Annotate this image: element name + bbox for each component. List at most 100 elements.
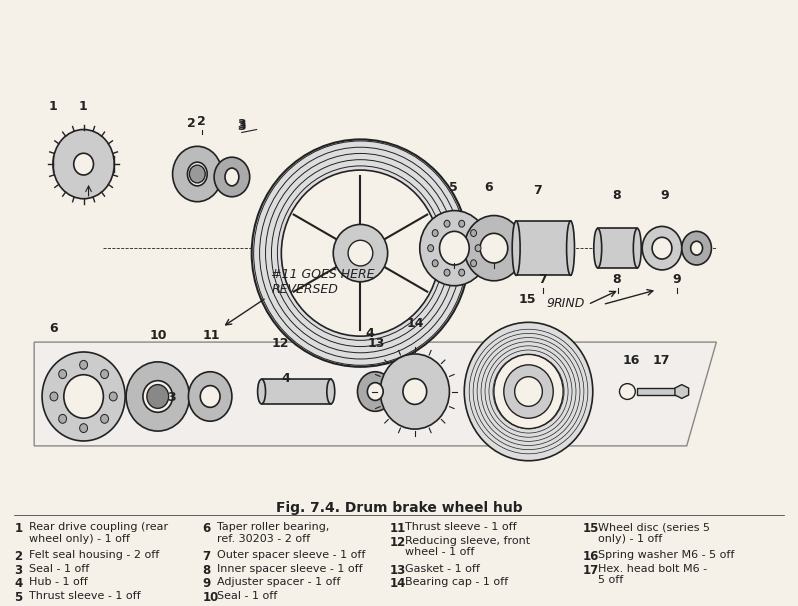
Ellipse shape xyxy=(444,269,450,276)
Bar xyxy=(598,228,638,268)
Ellipse shape xyxy=(80,424,88,433)
Ellipse shape xyxy=(459,269,464,276)
Text: 17: 17 xyxy=(583,564,599,576)
Text: 9: 9 xyxy=(672,273,681,286)
Ellipse shape xyxy=(681,231,712,265)
Text: 12: 12 xyxy=(390,536,406,549)
Text: 6: 6 xyxy=(49,322,57,335)
Ellipse shape xyxy=(440,231,469,265)
Ellipse shape xyxy=(251,139,469,367)
Text: Seal - 1 off: Seal - 1 off xyxy=(217,591,278,601)
Text: 17: 17 xyxy=(652,354,670,367)
Ellipse shape xyxy=(101,415,109,424)
Text: 9: 9 xyxy=(547,298,555,310)
Text: 2: 2 xyxy=(197,115,206,128)
Ellipse shape xyxy=(189,165,205,183)
Text: 9: 9 xyxy=(660,188,669,202)
Ellipse shape xyxy=(59,415,66,424)
Bar xyxy=(638,388,687,396)
Ellipse shape xyxy=(188,371,232,421)
Text: 8: 8 xyxy=(613,273,621,286)
Text: 6: 6 xyxy=(484,181,492,194)
Ellipse shape xyxy=(214,157,250,197)
Text: 15: 15 xyxy=(519,293,536,305)
Ellipse shape xyxy=(494,355,563,428)
Text: 4: 4 xyxy=(282,371,290,385)
Ellipse shape xyxy=(143,381,172,412)
Ellipse shape xyxy=(334,224,388,282)
Ellipse shape xyxy=(188,162,207,186)
Ellipse shape xyxy=(464,216,523,281)
Text: 6: 6 xyxy=(202,522,211,535)
Text: 14: 14 xyxy=(390,578,406,590)
Ellipse shape xyxy=(480,233,508,263)
Text: Hex. head bolt M6 -
5 off: Hex. head bolt M6 - 5 off xyxy=(598,564,707,585)
Ellipse shape xyxy=(358,371,393,411)
Ellipse shape xyxy=(172,146,222,202)
Polygon shape xyxy=(675,385,689,399)
Ellipse shape xyxy=(464,322,593,461)
Text: Gasket - 1 off: Gasket - 1 off xyxy=(405,564,480,573)
Text: 7: 7 xyxy=(534,184,542,197)
Ellipse shape xyxy=(652,238,672,259)
Text: 13: 13 xyxy=(367,337,385,350)
Text: 5: 5 xyxy=(449,248,458,261)
Text: 1: 1 xyxy=(49,100,57,113)
Ellipse shape xyxy=(420,211,489,286)
Text: Spring washer M6 - 5 off: Spring washer M6 - 5 off xyxy=(598,550,734,560)
Ellipse shape xyxy=(594,228,602,268)
Ellipse shape xyxy=(471,230,476,236)
Text: 10: 10 xyxy=(150,329,168,342)
Text: Thrust sleeve - 1 off: Thrust sleeve - 1 off xyxy=(405,522,516,532)
Ellipse shape xyxy=(380,354,449,429)
Ellipse shape xyxy=(64,375,104,418)
Text: 14: 14 xyxy=(407,318,425,330)
Text: Thrust sleeve - 1 off: Thrust sleeve - 1 off xyxy=(30,591,140,601)
Ellipse shape xyxy=(147,385,168,408)
Text: 16: 16 xyxy=(583,550,599,563)
Text: 3: 3 xyxy=(237,118,246,130)
Text: Inner spacer sleeve - 1 off: Inner spacer sleeve - 1 off xyxy=(217,564,363,573)
Text: 8: 8 xyxy=(202,564,211,576)
Ellipse shape xyxy=(567,221,575,275)
Ellipse shape xyxy=(258,379,266,404)
Text: 16: 16 xyxy=(622,354,640,367)
Text: RIND: RIND xyxy=(553,298,585,310)
Ellipse shape xyxy=(634,228,642,268)
Ellipse shape xyxy=(126,362,189,431)
Text: 11: 11 xyxy=(390,522,406,535)
Ellipse shape xyxy=(444,220,450,227)
Text: Adjuster spacer - 1 off: Adjuster spacer - 1 off xyxy=(217,578,341,587)
Text: 4: 4 xyxy=(14,578,22,590)
Text: Reducing sleeve, front
wheel - 1 off: Reducing sleeve, front wheel - 1 off xyxy=(405,536,530,558)
Text: 4: 4 xyxy=(365,327,374,340)
Text: Taper roller bearing,
ref. 30203 - 2 off: Taper roller bearing, ref. 30203 - 2 off xyxy=(217,522,330,544)
Ellipse shape xyxy=(512,221,520,275)
Ellipse shape xyxy=(642,227,681,270)
Bar xyxy=(262,379,331,404)
Circle shape xyxy=(619,384,635,399)
Ellipse shape xyxy=(42,352,125,441)
Ellipse shape xyxy=(475,245,481,251)
Text: 2: 2 xyxy=(188,116,196,130)
Text: Wheel disc (series 5
only) - 1 off: Wheel disc (series 5 only) - 1 off xyxy=(598,522,709,544)
Text: 13: 13 xyxy=(390,564,406,576)
Ellipse shape xyxy=(109,392,117,401)
Text: 3: 3 xyxy=(14,564,22,576)
Bar xyxy=(516,221,571,275)
Text: 12: 12 xyxy=(271,337,289,350)
Ellipse shape xyxy=(367,382,383,401)
Text: 5: 5 xyxy=(14,591,22,604)
Ellipse shape xyxy=(73,153,93,175)
Ellipse shape xyxy=(433,260,438,267)
Text: 2: 2 xyxy=(14,550,22,563)
Text: 3: 3 xyxy=(168,391,176,404)
Text: 3: 3 xyxy=(237,119,246,133)
Text: Fig. 7.4. Drum brake wheel hub: Fig. 7.4. Drum brake wheel hub xyxy=(275,501,523,515)
Text: 10: 10 xyxy=(202,591,219,604)
Text: 7: 7 xyxy=(539,273,547,286)
Text: 7: 7 xyxy=(202,550,211,563)
Text: Felt seal housing - 2 off: Felt seal housing - 2 off xyxy=(30,550,160,560)
Text: 5: 5 xyxy=(449,181,458,194)
Ellipse shape xyxy=(225,168,239,186)
